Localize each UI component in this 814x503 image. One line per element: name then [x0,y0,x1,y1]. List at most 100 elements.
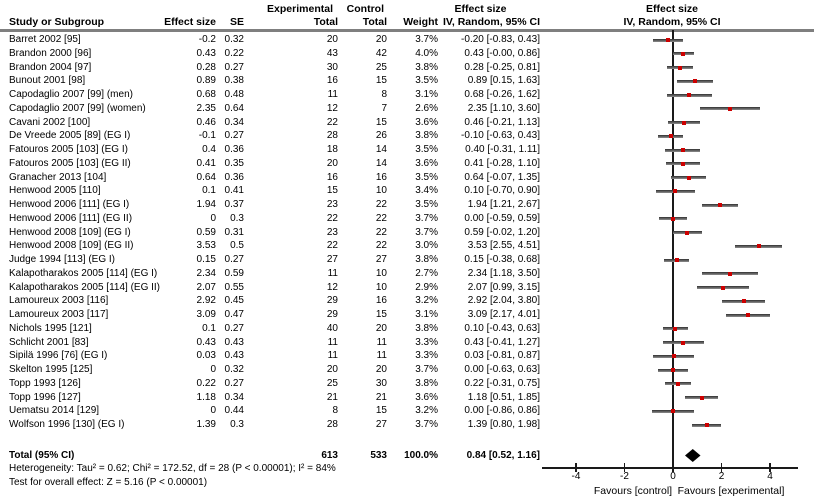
control-total-cell: 22 [375,212,387,224]
summary-diamond [685,449,701,462]
experimental-total-cell: 20 [326,34,338,46]
study-label-cell: Wolfson 1996 [130] (EG I) [9,419,125,431]
effect-size-cell: 2.92 [196,295,216,307]
ci-text-cell: 0.00 [-0.59, 0.59] [464,212,540,224]
ci-text-cell: 0.22 [-0.31, 0.75] [464,377,540,389]
ci-text-cell: 0.41 [-0.28, 1.10] [464,157,540,169]
table-row: Henwood 2008 [109] (EG II) 3.53 0.5 22 22 3.0… [0,239,540,253]
effect-size-cell: 0.46 [196,116,216,128]
experimental-total-cell: 16 [326,75,338,87]
experimental-total-cell: 22 [326,212,338,224]
effect-size-cell: 0 [210,364,216,376]
experimental-total-cell: 30 [326,61,338,73]
tick-mark [672,462,674,472]
se-cell: 0.44 [224,405,244,417]
ci-text-cell: 3.09 [2.17, 4.01] [467,309,540,321]
table-row: Schlicht 2001 [83] 0.43 0.43 11 11 3.3% 0.43 [… [0,336,540,350]
se-cell: 0.32 [224,34,244,46]
control-total-cell: 22 [375,240,387,252]
overall-effect-text: Test for overall effect: Z = 5.16 (P < 0… [9,477,208,488]
weight-cell: 3.4% [415,185,438,197]
study-table: Barret 2002 [95] -0.2 0.32 20 20 3.7% -0.20 [-… [0,33,540,432]
effect-marker [685,230,690,235]
se-cell: 0.36 [224,144,244,156]
experimental-total-cell: 22 [326,116,338,128]
weight-cell: 3.1% [415,89,438,101]
effect-marker [687,93,692,97]
favours-experimental-label: Favours [experimental] [677,484,785,497]
ci-text-cell: 2.35 [1.10, 3.60] [467,102,540,114]
effect-marker [686,175,691,180]
se-cell: 0.36 [224,171,244,183]
weight-cell: 3.3% [415,336,438,348]
effect-marker [704,423,709,427]
tick-label: 2 [718,471,725,482]
weight-cell: 3.6% [415,116,438,128]
forest-plot: Favours [control] Favours [experimental]… [540,30,814,503]
zero-line [672,30,674,467]
effect-marker [666,38,671,42]
control-total-cell: 15 [375,116,387,128]
study-label-cell: Henwood 2008 [109] (EG II) [9,240,134,252]
experimental-total-cell: 11 [327,336,338,348]
effect-size-cell: 1.94 [196,199,216,211]
weight-cell: 2.9% [415,281,438,293]
effect-marker [671,409,675,414]
weight-cell: 3.0% [415,240,438,252]
effect-size-cell: 2.07 [196,281,216,293]
effect-marker [674,258,679,262]
effect-marker [680,161,685,166]
table-row: Lamoureux 2003 [117] 3.09 0.47 29 15 3.1% 3.09… [0,308,540,322]
weight-cell: 3.5% [415,199,438,211]
experimental-total-cell: 28 [326,419,338,431]
effect-marker [681,340,686,345]
experimental-total-cell: 15 [326,185,338,197]
study-label-cell: Kalapotharakos 2005 [114] (EG I) [9,267,158,279]
control-total-cell: 11 [376,350,387,362]
weight-cell: 2.7% [415,267,438,279]
study-label-cell: Topp 1993 [126] [9,377,81,389]
control-total-cell: 27 [375,254,387,266]
effect-size-cell: 0.43 [196,47,216,59]
experimental-total-cell: 23 [326,226,338,238]
table-row: Topp 1996 [127] 1.18 0.34 21 21 3.6% 1.18 [0.5… [0,391,540,405]
col-header-effect-size-text: Effect size [454,3,507,15]
effect-size-cell: 0 [210,212,216,224]
ci-text-cell: 1.18 [0.51, 1.85] [467,391,540,403]
tick-label: 0 [670,471,676,482]
effect-size-cell: 0.89 [196,75,216,87]
control-total-cell: 20 [375,322,387,334]
control-total-cell: 26 [375,130,387,142]
experimental-total-cell: 22 [326,240,338,252]
col-header-iv-random-text: IV, Random, 95% CI [442,16,540,28]
effect-marker [682,120,687,125]
effect-size-cell: 0.1 [202,185,216,197]
table-row: Barret 2002 [95] -0.2 0.32 20 20 3.7% -0.20 [-… [0,33,540,47]
effect-size-cell: 0.59 [196,226,216,238]
ci-text-cell: 1.94 [1.21, 2.67] [467,199,540,211]
table-row: Sipilä 1996 [76] (EG I) 0.03 0.43 11 11 3.3% 0… [0,349,540,363]
effect-marker [741,299,746,304]
weight-cell: 3.7% [415,212,438,224]
total-experimental-cell: 613 [321,450,338,461]
col-header-effect: Effect size [164,16,216,28]
effect-size-cell: 0 [210,405,216,417]
table-row: Fatouros 2005 [103] (EG II) 0.41 0.35 20 14 3… [0,157,540,171]
tick-label: 4 [767,471,773,482]
weight-cell: 3.5% [415,171,438,183]
col-header-control: Control [346,3,384,15]
experimental-total-cell: 21 [326,391,338,403]
ci-text-cell: -0.20 [-0.83, 0.43] [461,34,540,46]
experimental-total-cell: 43 [326,47,338,59]
table-row: Kalapotharakos 2005 [114] (EG II) 2.07 0.5… [0,281,540,295]
effect-marker [718,203,723,207]
se-cell: 0.27 [224,61,244,73]
effect-size-cell: -0.1 [198,130,216,142]
table-row: Lamoureux 2003 [116] 2.92 0.45 29 16 3.2% 2.92… [0,294,540,308]
effect-marker [692,79,697,84]
se-cell: 0.3 [230,419,244,431]
effect-marker [727,271,732,276]
weight-cell: 4.0% [415,47,438,59]
weight-cell: 3.7% [415,419,438,431]
ci-text-cell: 0.43 [-0.41, 1.27] [464,336,540,348]
